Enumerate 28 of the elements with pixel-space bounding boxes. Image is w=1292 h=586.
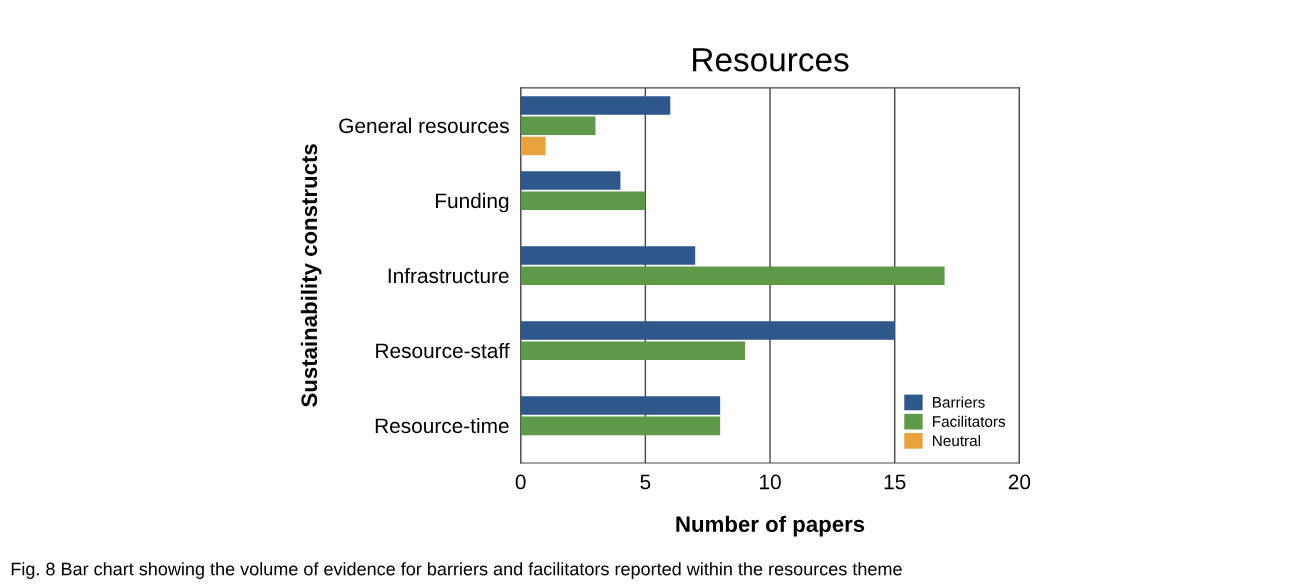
bar	[520, 416, 721, 436]
x-tick-label: 15	[884, 474, 906, 490]
bar	[520, 266, 945, 286]
x-axis-title: Number of papers	[676, 515, 865, 537]
bar	[520, 396, 721, 415]
y-tick-label: Resource-time	[375, 417, 509, 434]
x-tick-label: 10	[760, 474, 781, 490]
y-tick-label: Infrastructure	[388, 267, 509, 284]
chart-title: Resources	[693, 48, 849, 72]
caption: Fig. 8 Bar chart showing the volume of evidence for barriers and facilitators reported within the resources theme	[11, 562, 902, 579]
bar	[520, 341, 746, 361]
legend-label: Neutral	[933, 434, 981, 447]
legend-label: Barriers	[933, 396, 985, 408]
bar	[520, 171, 621, 190]
y-tick-label: Funding	[435, 192, 509, 213]
x-tick-label: 0	[515, 474, 526, 490]
y-tick-label: General resources	[339, 117, 509, 134]
x-tick-label: 20	[1008, 474, 1031, 490]
bar	[520, 246, 696, 265]
bar	[520, 96, 671, 115]
bar	[520, 116, 596, 136]
bar	[520, 191, 646, 211]
bar	[520, 136, 546, 156]
y-axis-title: Sustainability constructs	[300, 144, 322, 407]
bar	[520, 321, 895, 340]
legend-label: Facilitators	[933, 415, 1006, 427]
x-tick-label: 5	[640, 474, 651, 490]
y-tick-label: Resource-staff	[376, 342, 510, 359]
